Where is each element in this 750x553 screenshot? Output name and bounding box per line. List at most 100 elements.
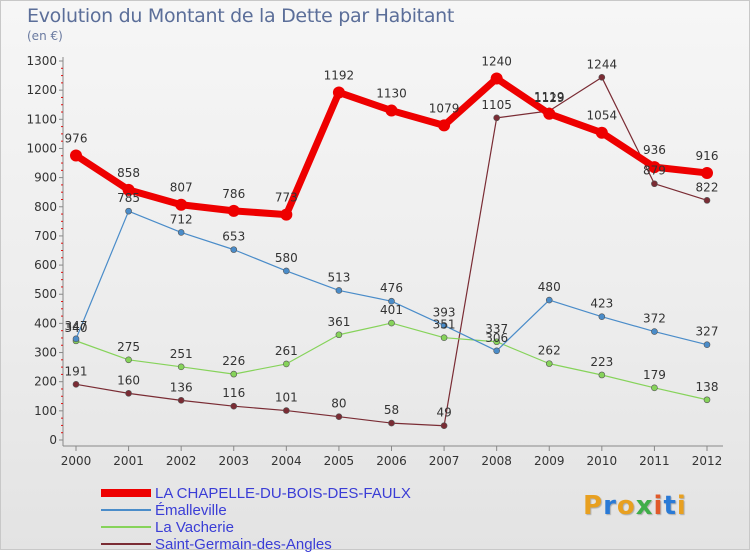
- data-point: [388, 319, 395, 327]
- data-label: 327: [696, 325, 719, 339]
- data-point: [335, 413, 343, 420]
- data-point: [280, 208, 293, 221]
- x-tick-label: 2010: [587, 454, 618, 468]
- x-tick-label: 2005: [324, 454, 355, 468]
- y-tick-label: 700: [34, 229, 57, 243]
- data-point: [543, 107, 556, 120]
- data-label: 1079: [429, 101, 460, 115]
- data-point: [177, 397, 185, 404]
- data-point: [385, 104, 398, 117]
- x-tick-label: 2000: [61, 454, 92, 468]
- data-label: 786: [222, 187, 245, 201]
- data-label: 1129: [534, 91, 565, 105]
- x-tick-label: 2009: [534, 454, 565, 468]
- data-label: 101: [275, 391, 298, 405]
- chart-title: Evolution du Montant de la Dette par Hab…: [27, 5, 455, 27]
- data-label: 340: [65, 321, 88, 335]
- data-label: 116: [222, 386, 245, 400]
- legend-label: LA CHAPELLE-DU-BOIS-DES-FAULX: [155, 485, 411, 502]
- data-point: [440, 334, 448, 341]
- data-label: 223: [590, 355, 613, 369]
- data-point: [227, 204, 240, 217]
- data-point: [388, 297, 395, 305]
- data-point: [125, 390, 132, 397]
- legend-swatch: [101, 509, 151, 511]
- data-point: [122, 183, 135, 196]
- data-point: [490, 72, 503, 85]
- data-label: 513: [327, 270, 350, 284]
- data-label: 191: [65, 364, 88, 378]
- data-point: [72, 335, 80, 343]
- data-label: 306: [485, 331, 508, 345]
- data-point: [177, 363, 185, 371]
- data-label: 1192: [324, 68, 355, 82]
- x-tick-label: 2008: [481, 454, 512, 468]
- data-label: 976: [65, 131, 88, 145]
- legend-swatch: [101, 489, 151, 497]
- data-label: 1054: [587, 109, 618, 123]
- data-point: [283, 407, 290, 414]
- data-point: [335, 287, 343, 294]
- data-label: 1130: [376, 87, 407, 101]
- series-line: [75, 76, 708, 427]
- data-point: [598, 74, 606, 81]
- data-label: 138: [696, 380, 719, 394]
- data-point: [648, 161, 661, 174]
- data-label: 807: [170, 181, 193, 195]
- data-point: [545, 360, 553, 367]
- data-label: 785: [117, 191, 140, 205]
- data-label: 337: [485, 322, 508, 336]
- data-point: [283, 360, 290, 368]
- x-tick-label: 2004: [271, 454, 302, 468]
- data-point: [440, 422, 448, 430]
- data-label: 393: [433, 305, 456, 319]
- unit-label: (en €): [27, 29, 63, 43]
- data-point: [125, 207, 132, 215]
- data-label: 1244: [587, 57, 618, 71]
- x-tick-label: 2007: [429, 454, 460, 468]
- data-label: 49: [436, 406, 451, 420]
- y-tick-label: 300: [34, 346, 57, 360]
- data-label: 936: [643, 143, 666, 157]
- data-point: [598, 371, 606, 379]
- y-tick-label: 1100: [26, 112, 57, 126]
- legend-label: La Vacherie: [155, 519, 234, 536]
- data-point: [651, 384, 658, 392]
- data-label: 372: [643, 312, 666, 326]
- legend-label: Émalleville: [155, 502, 227, 519]
- data-point: [703, 396, 711, 404]
- data-point: [598, 313, 606, 320]
- data-point: [177, 229, 185, 236]
- data-label: 712: [170, 212, 193, 226]
- data-point: [230, 246, 238, 253]
- data-label: 160: [117, 373, 140, 387]
- data-label: 251: [170, 347, 193, 361]
- data-label: 822: [696, 180, 719, 194]
- data-point: [230, 370, 238, 378]
- data-label: 351: [433, 318, 456, 332]
- data-point: [651, 180, 658, 188]
- y-tick-label: 0: [49, 433, 57, 447]
- y-tick-label: 1300: [26, 54, 57, 68]
- data-label: 773: [275, 191, 298, 205]
- y-tick-label: 500: [34, 287, 57, 301]
- x-tick-label: 2001: [113, 454, 144, 468]
- data-label: 580: [275, 251, 298, 265]
- data-label: 401: [380, 303, 403, 317]
- data-point: [332, 86, 345, 99]
- data-label: 361: [327, 315, 350, 329]
- data-point: [651, 328, 658, 335]
- legend-swatch: [101, 543, 151, 545]
- y-tick-label: 400: [34, 316, 57, 330]
- data-label: 916: [696, 149, 719, 163]
- data-point: [70, 149, 82, 162]
- data-point: [595, 126, 608, 139]
- brand-logo: Proxiti: [583, 491, 687, 521]
- data-label: 275: [117, 340, 140, 354]
- data-point: [545, 296, 553, 304]
- data-point: [493, 338, 500, 346]
- y-tick-label: 800: [34, 200, 57, 214]
- data-point: [335, 331, 343, 339]
- data-label: 653: [222, 230, 245, 244]
